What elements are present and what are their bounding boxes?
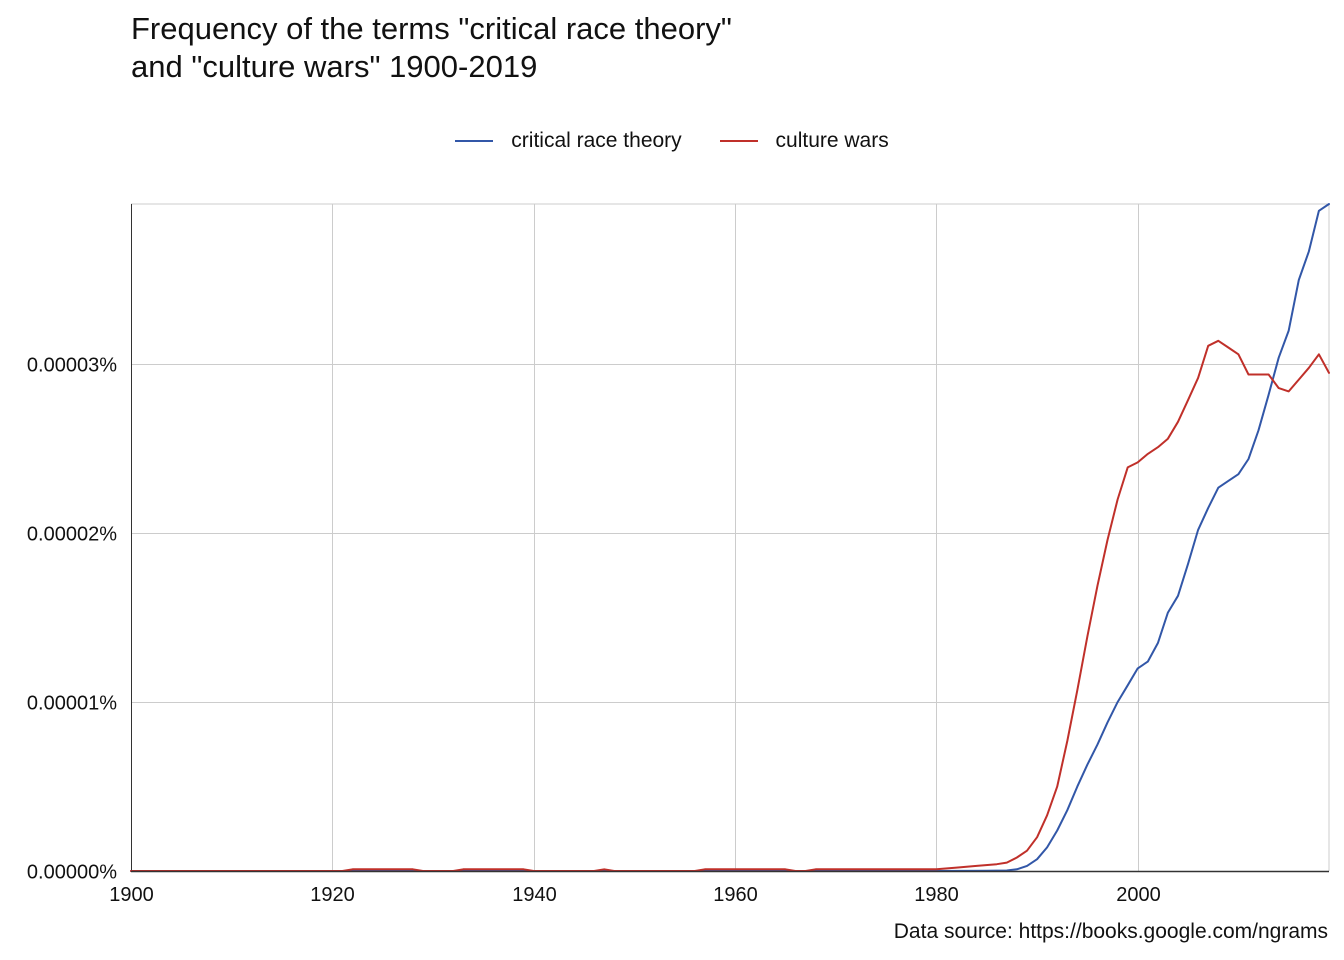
x-tick-label: 1980 <box>914 884 959 906</box>
legend-item-culture-wars[interactable]: culture wars <box>719 129 889 153</box>
legend-swatch-culture-wars <box>719 140 758 142</box>
legend-label-critical-race-theory: critical race theory <box>511 129 682 152</box>
chart-title-line-2: and "culture wars" 1900-2019 <box>131 49 538 84</box>
y-tick-label: 0.00000% <box>27 862 117 884</box>
legend-swatch-critical-race-theory <box>455 140 494 142</box>
legend: critical race theory culture wars <box>0 124 1344 153</box>
chart-title-line-1: Frequency of the terms "critical race th… <box>131 11 732 46</box>
data-source-note: Data source: https://books.google.com/ng… <box>893 920 1328 943</box>
x-tick-label: 1900 <box>109 884 154 906</box>
chart-title: Frequency of the terms "critical race th… <box>131 10 732 86</box>
series-line-critical-race-theory <box>130 203 1330 872</box>
y-tick-label: 0.00001% <box>27 693 117 715</box>
y-tick-label: 0.00002% <box>27 524 117 546</box>
legend-label-culture-wars: culture wars <box>775 129 889 152</box>
x-tick-label: 1960 <box>713 884 758 906</box>
x-tick-label: 1920 <box>310 884 355 906</box>
y-tick-label: 0.00003% <box>27 355 117 377</box>
series-line-culture-wars <box>130 339 1330 872</box>
legend-item-critical-race-theory[interactable]: critical race theory <box>455 129 682 153</box>
x-tick-label: 1940 <box>512 884 557 906</box>
x-tick-label: 2000 <box>1116 884 1161 906</box>
